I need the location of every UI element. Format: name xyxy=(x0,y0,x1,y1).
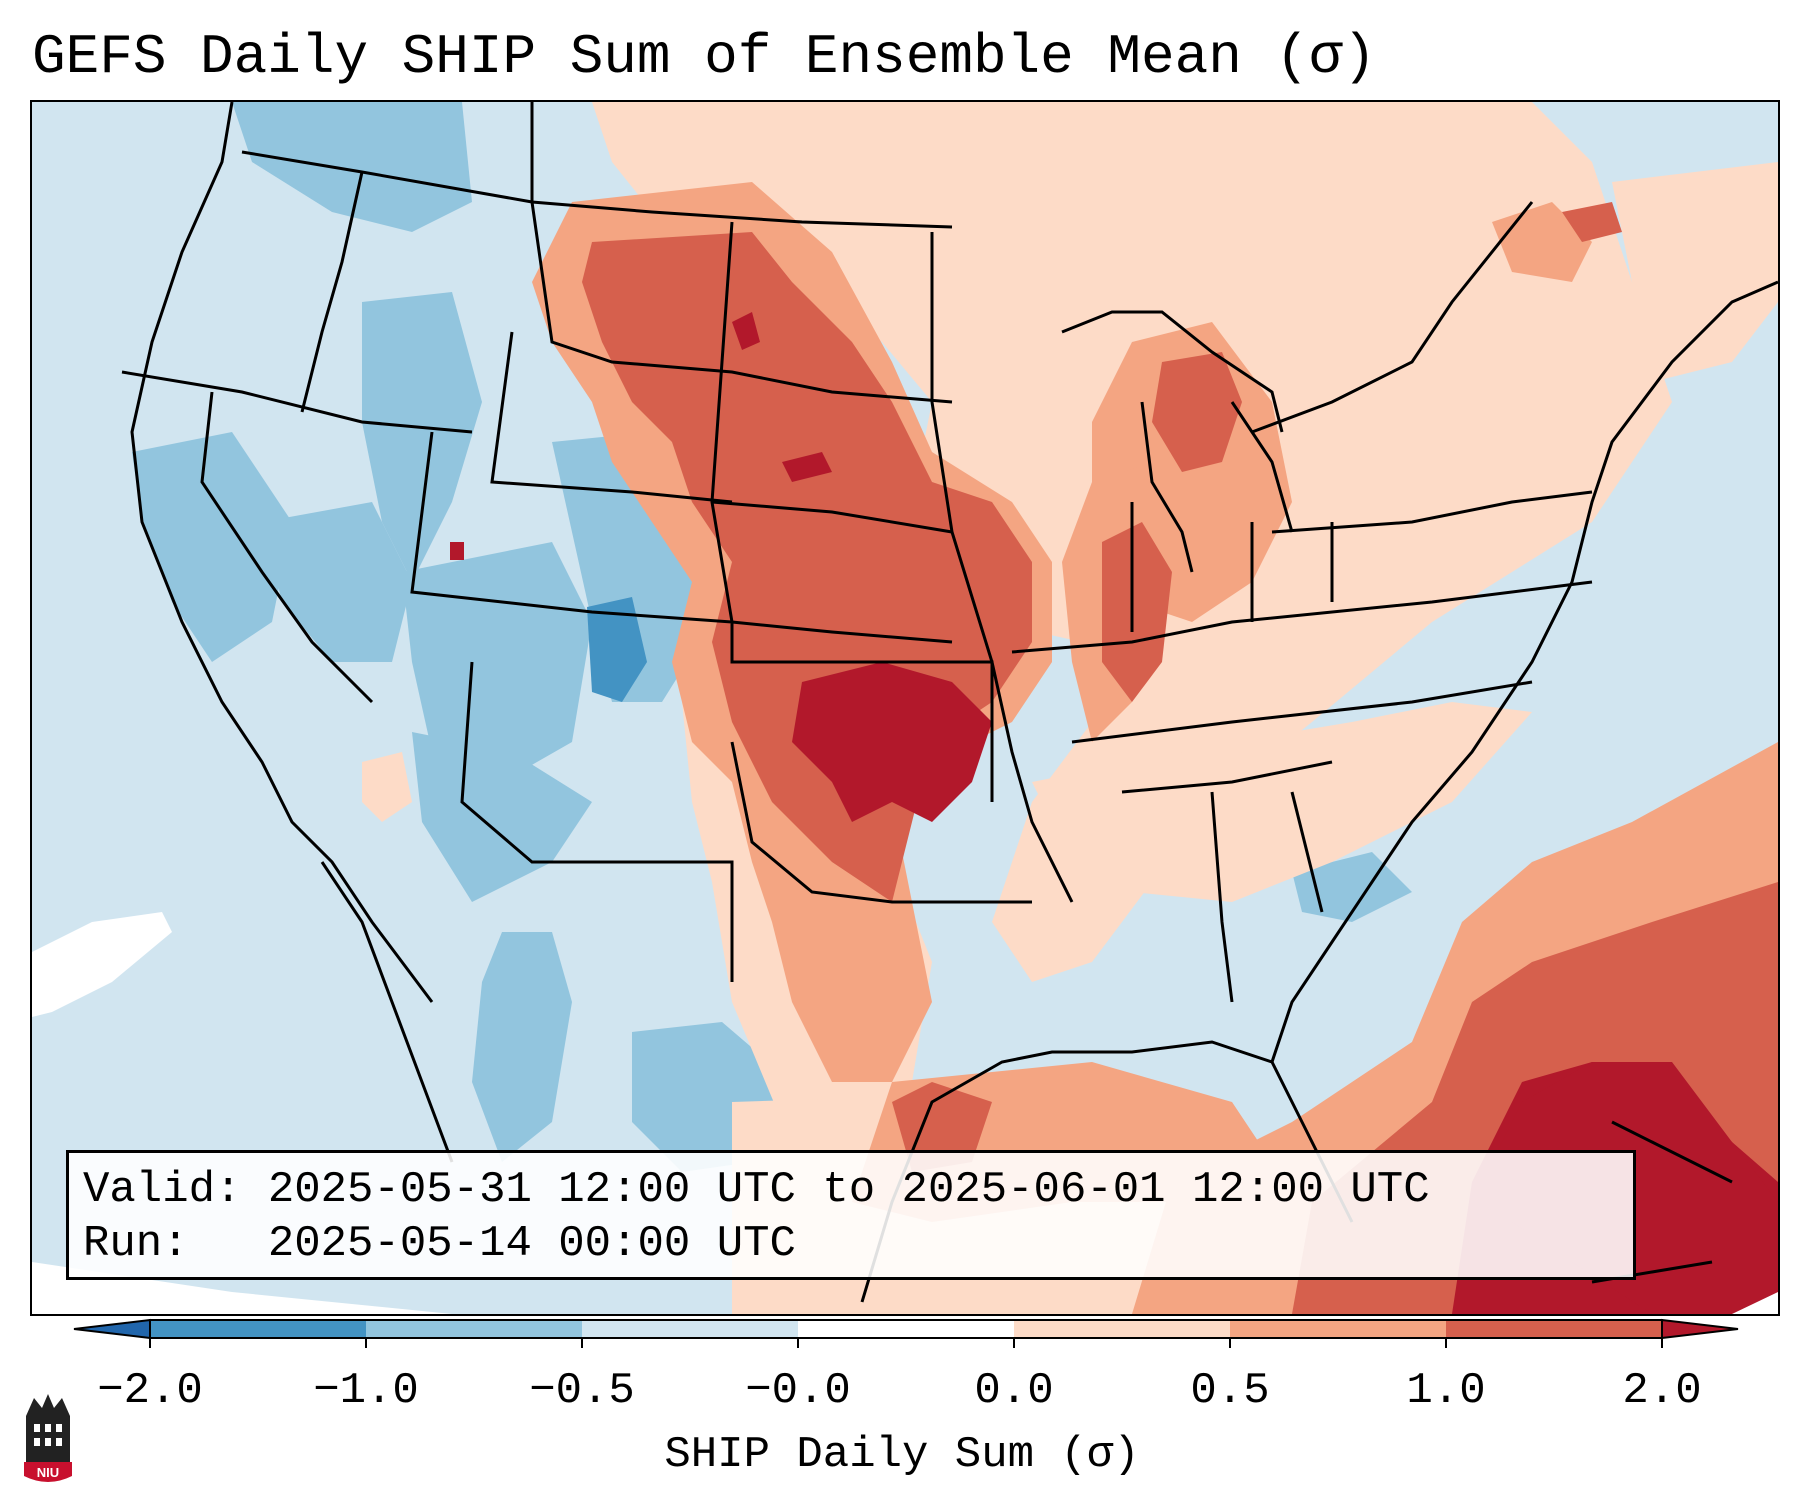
map-canvas xyxy=(32,102,1778,1314)
valid-time-text: Valid: 2025-05-31 12:00 UTC to 2025-06-0… xyxy=(83,1165,1430,1215)
colorbar-over-arrow xyxy=(1661,1318,1739,1340)
colorbar-frame xyxy=(149,1319,1663,1339)
colorbar-tick-label: 1.0 xyxy=(1406,1366,1486,1416)
colorbar-tick-label: −2.0 xyxy=(97,1366,203,1416)
valid-run-infobox: Valid: 2025-05-31 12:00 UTC to 2025-06-0… xyxy=(66,1150,1636,1280)
projection-edge-left xyxy=(32,1262,452,1314)
colorbar-under-arrow xyxy=(73,1318,151,1340)
niu-logo-icon: NIU xyxy=(24,1394,72,1482)
colorbar-segment-2 xyxy=(366,1320,582,1338)
chart-title: GEFS Daily SHIP Sum of Ensemble Mean (σ) xyxy=(32,25,1377,89)
colorbar-segment-3 xyxy=(582,1320,798,1338)
state-boundaries xyxy=(121,102,1593,1003)
colorbar-tick-label: −0.5 xyxy=(529,1366,635,1416)
anomaly-near-zero-region xyxy=(32,912,172,1017)
colorbar-segment-7 xyxy=(1446,1320,1662,1338)
run-time-text: Run: 2025-05-14 00:00 UTC xyxy=(83,1219,796,1269)
colorbar-segment-1 xyxy=(150,1320,366,1338)
colorbar-tick-label: 0.5 xyxy=(1190,1366,1270,1416)
colorbar-tick-label: 0.0 xyxy=(974,1366,1054,1416)
projection-edge-right xyxy=(1732,1292,1778,1314)
colorbar-tick-label: 2.0 xyxy=(1622,1366,1702,1416)
map-panel xyxy=(30,100,1780,1316)
colorbar-tick-label: −0.0 xyxy=(745,1366,851,1416)
colorbar-segment-4 xyxy=(798,1320,1014,1338)
logo-text: NIU xyxy=(37,1465,59,1480)
colorbar-ticks xyxy=(149,1338,1663,1348)
colorbar-label: SHIP Daily Sum (σ) xyxy=(664,1430,1140,1480)
coastlines xyxy=(130,102,1778,1303)
colorbar-segment-6 xyxy=(1230,1320,1446,1338)
colorbar-tick-label: −1.0 xyxy=(313,1366,419,1416)
anomaly-strong-negative-region xyxy=(587,597,647,702)
colorbar xyxy=(73,1318,1739,1348)
colorbar-segment-5 xyxy=(1014,1320,1230,1338)
